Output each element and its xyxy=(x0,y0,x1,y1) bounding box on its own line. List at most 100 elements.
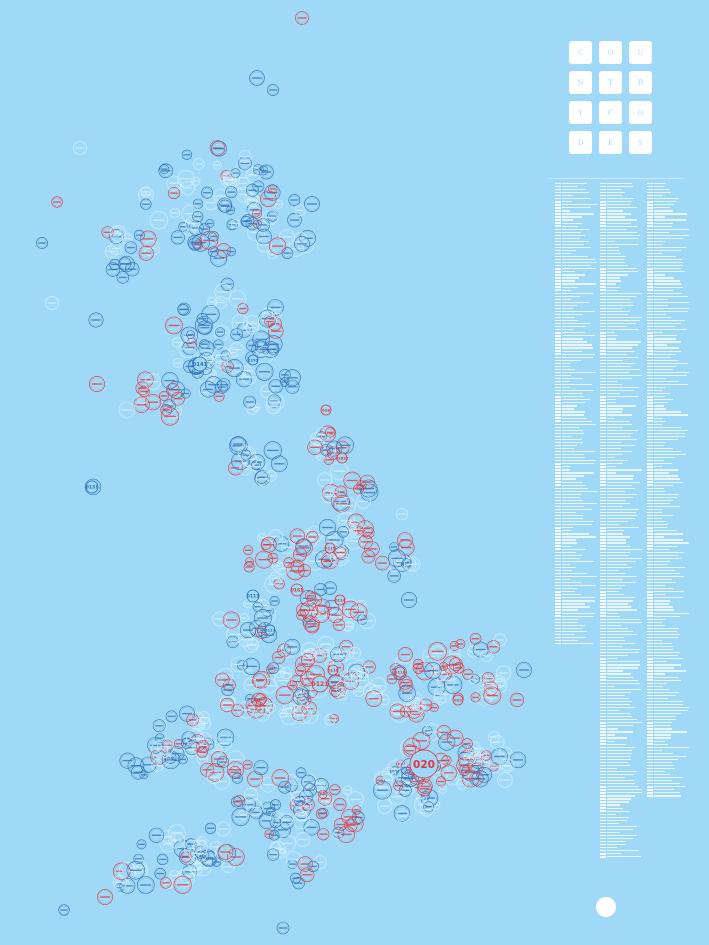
area-code-bubble xyxy=(179,705,196,722)
area-code-bubble xyxy=(266,664,276,675)
area-code-bubble xyxy=(165,316,183,335)
area-code-bubble xyxy=(237,632,253,648)
area-code-bubble xyxy=(126,861,146,880)
area-code-bubble xyxy=(443,675,463,695)
area-code-bubble xyxy=(360,483,379,502)
area-code-bubble xyxy=(317,635,335,653)
area-code-bubble xyxy=(270,842,282,854)
area-code-bubble xyxy=(300,652,315,667)
area-code-bubble xyxy=(253,760,269,775)
area-code-bubble xyxy=(323,581,337,595)
area-code-bubble xyxy=(304,196,320,212)
area-code-bubble xyxy=(264,184,281,201)
area-code-bubble xyxy=(281,247,294,259)
area-code-bubble xyxy=(294,235,310,252)
area-code-bubble xyxy=(196,753,209,765)
area-code-bubble xyxy=(172,337,183,348)
area-code-bubble xyxy=(116,271,130,284)
area-code-bubble xyxy=(486,640,501,654)
area-code-bubble xyxy=(337,511,355,530)
area-code-bubble xyxy=(243,545,254,556)
area-code-bubble xyxy=(294,204,306,216)
area-code-bubble xyxy=(195,854,211,871)
area-code-bubble xyxy=(296,602,310,617)
area-code-bubble xyxy=(207,770,221,784)
area-code-bubble xyxy=(89,375,106,392)
area-code-bubble xyxy=(178,221,189,232)
area-code-bubble xyxy=(398,684,416,702)
area-code-bubble xyxy=(359,612,376,630)
area-code-bubble xyxy=(330,487,341,498)
area-code-bubble xyxy=(439,661,449,671)
area-code-bubble xyxy=(196,746,208,758)
area-code-bubble xyxy=(243,678,258,692)
area-code-bubble xyxy=(396,809,410,823)
area-code-bubble xyxy=(235,160,254,179)
area-code-bubble xyxy=(275,562,289,576)
area-code-bubble xyxy=(349,646,362,659)
area-code-bubble xyxy=(244,787,259,803)
area-code-bubble xyxy=(338,644,355,660)
area-code-bubble xyxy=(152,719,166,733)
area-code-bubble xyxy=(497,772,513,788)
area-code-bubble xyxy=(210,744,223,757)
area-code-bubble xyxy=(251,692,266,708)
area-code-bubble xyxy=(501,761,512,772)
area-code-bubble xyxy=(189,844,208,863)
area-code-bubble xyxy=(255,470,269,484)
area-code-bubble xyxy=(211,140,227,157)
area-code-bubble xyxy=(136,839,147,850)
area-code-bubble xyxy=(403,744,417,758)
major-area-code: 0113 xyxy=(246,589,260,603)
area-code-bubble xyxy=(337,825,355,844)
area-code-bubble xyxy=(303,783,317,797)
major-area-code: 0118 xyxy=(394,666,406,678)
area-code-bubble xyxy=(349,603,368,622)
area-code-bubble xyxy=(231,314,249,331)
area-code-bubble xyxy=(456,778,468,790)
area-code-bubble xyxy=(347,513,365,531)
major-area-code: 020 xyxy=(409,749,439,779)
area-code-bubble xyxy=(315,598,331,614)
area-code-bubble xyxy=(212,160,222,170)
area-code-bubble xyxy=(154,867,166,880)
major-area-code-label: 01632 xyxy=(335,455,349,460)
area-code-bubble xyxy=(230,656,247,673)
area-code-bubble xyxy=(469,632,482,645)
index-column-1 xyxy=(555,182,599,650)
area-code-bubble xyxy=(393,805,411,822)
area-code-bubble xyxy=(227,347,239,358)
area-code-bubble xyxy=(279,229,295,245)
area-code-bubble xyxy=(387,569,401,583)
area-code-bubble xyxy=(393,553,410,570)
area-code-bubble xyxy=(199,339,210,350)
area-code-bubble xyxy=(442,655,461,675)
area-code-bubble xyxy=(346,520,364,538)
area-code-bubble xyxy=(345,532,363,550)
area-code-bubble xyxy=(135,381,150,395)
area-code-bubble xyxy=(493,633,507,647)
area-code-bubble xyxy=(262,209,278,226)
area-code-bubble xyxy=(509,692,525,708)
area-code-bubble xyxy=(470,692,481,703)
area-code-bubble xyxy=(163,878,174,889)
major-area-code: 029 xyxy=(452,694,464,706)
major-area-code: 0141 xyxy=(192,356,208,372)
area-code-bubble xyxy=(205,219,215,229)
area-code-bubble xyxy=(300,642,318,659)
area-code-bubble xyxy=(133,229,145,241)
area-code-bubble xyxy=(242,797,257,812)
area-code-bubble xyxy=(161,372,179,390)
major-area-code-label: 0118 xyxy=(395,669,406,674)
area-code-bubble xyxy=(222,860,235,874)
area-code-bubble xyxy=(279,815,294,830)
area-code-bubble xyxy=(245,320,260,335)
area-code-bubble xyxy=(186,330,195,339)
area-code-bubble xyxy=(336,436,355,455)
area-code-bubble xyxy=(266,392,285,412)
area-code-bubble xyxy=(198,223,211,235)
area-code-bubble xyxy=(263,441,282,460)
area-code-bubble xyxy=(275,685,294,705)
area-code-bubble xyxy=(133,853,144,864)
area-code-bubble xyxy=(206,296,217,308)
